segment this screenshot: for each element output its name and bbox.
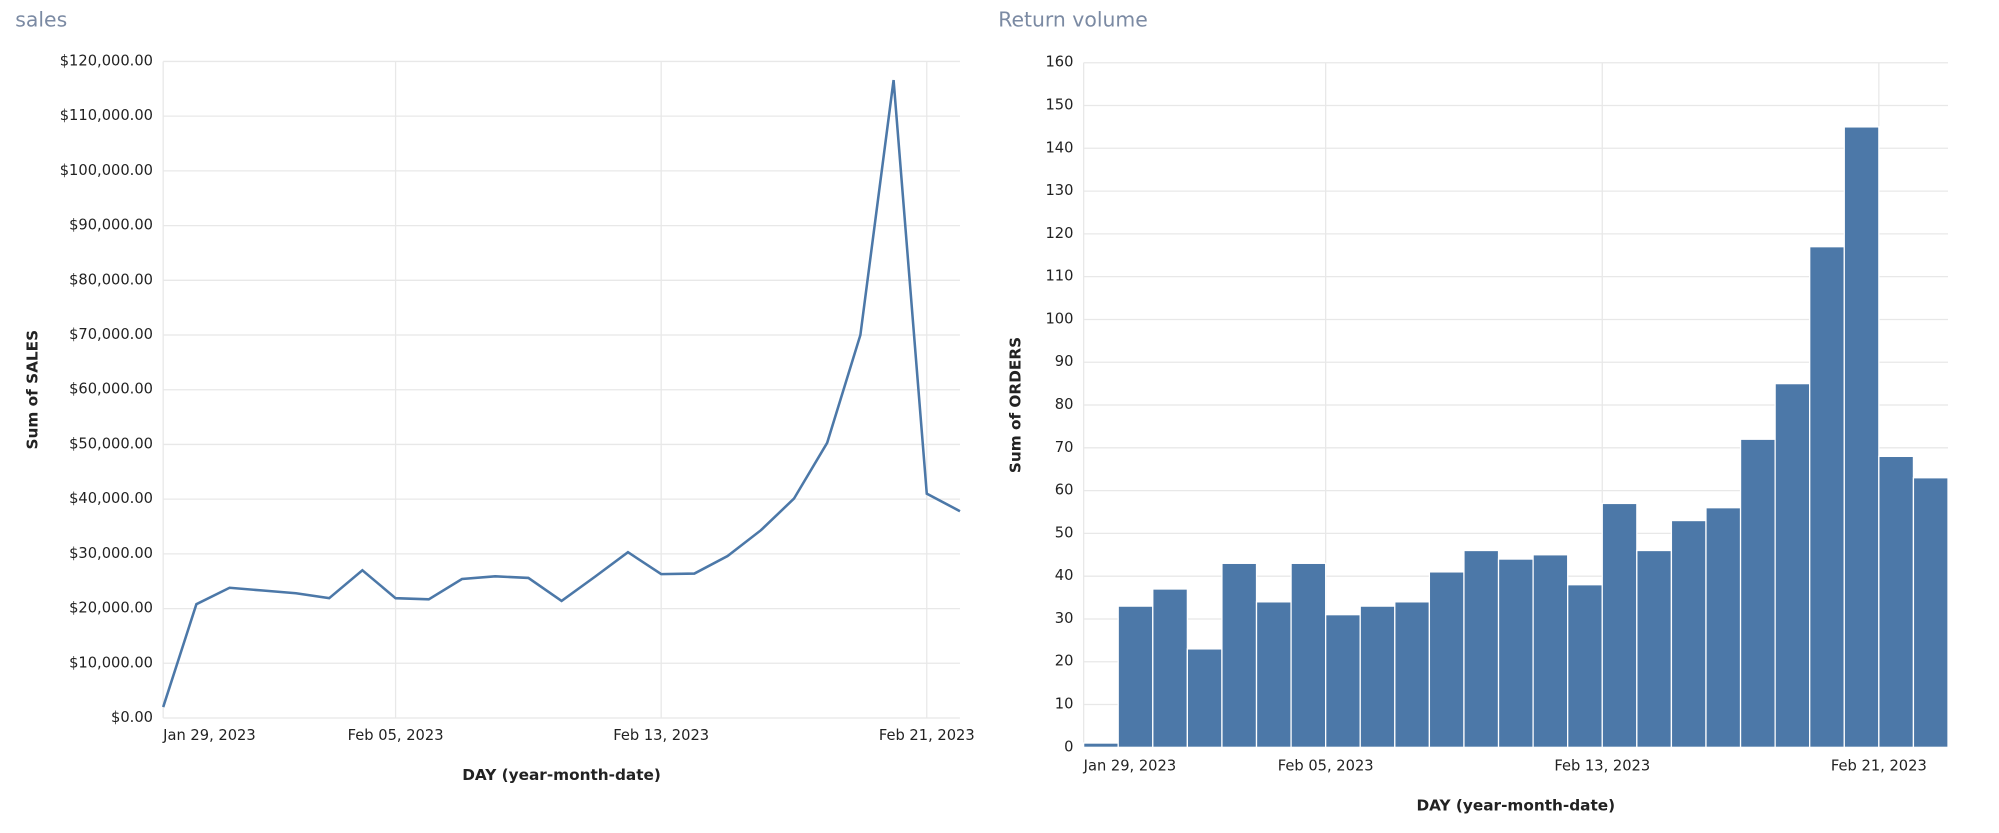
y-tick-label: $80,000.00: [69, 271, 153, 288]
y-tick-label: $100,000.00: [60, 162, 153, 179]
bar: [1255, 601, 1292, 748]
x-tick-label: Feb 05, 2023: [348, 727, 444, 744]
y-tick-label: 80: [1055, 396, 1074, 413]
bar: [1809, 246, 1845, 748]
y-tick-label: 100: [1045, 310, 1073, 327]
bar: [1394, 601, 1431, 748]
bar: [1532, 554, 1569, 748]
y-tick-label: 20: [1055, 653, 1074, 670]
x-axis-title: DAY (year-month-date): [1416, 796, 1615, 814]
y-tick-label: 150: [1045, 97, 1073, 114]
y-tick-label: $60,000.00: [69, 381, 153, 398]
y-tick-label: 120: [1045, 225, 1073, 242]
bar: [1497, 558, 1534, 748]
y-tick-label: $90,000.00: [69, 217, 153, 234]
y-tick-label: 30: [1055, 610, 1074, 627]
y-axis-title: Sum of SALES: [24, 330, 42, 450]
bar: [1290, 562, 1327, 748]
bar: [1567, 584, 1603, 748]
bar: [1186, 648, 1223, 748]
bar: [1878, 455, 1915, 748]
y-tick-label: 130: [1045, 182, 1073, 199]
y-tick-label: $70,000.00: [69, 326, 153, 343]
y-tick-label: $30,000.00: [69, 545, 153, 562]
bar: [1739, 438, 1776, 748]
bar: [1359, 605, 1396, 748]
x-tick-label: Feb 13, 2023: [613, 727, 709, 744]
x-tick-label: Feb 21, 2023: [879, 727, 975, 744]
y-tick-label: 160: [1045, 54, 1073, 71]
y-tick-label: $20,000.00: [69, 600, 153, 617]
y-tick-label: $40,000.00: [69, 490, 153, 507]
bar: [1152, 588, 1189, 748]
x-tick-label: Jan 29, 2023: [1083, 757, 1177, 774]
bar: [1601, 502, 1638, 748]
x-tick-label: Feb 05, 2023: [1278, 757, 1374, 774]
bar: [1912, 477, 1949, 748]
bar: [1083, 742, 1119, 748]
bar: [1221, 562, 1258, 748]
y-tick-label: 90: [1055, 353, 1074, 370]
bar: [1843, 126, 1880, 748]
chart-title: sales: [15, 8, 67, 32]
y-axis-title: Sum of ORDERS: [1007, 337, 1025, 473]
y-tick-label: $10,000.00: [69, 654, 153, 671]
bar: [1428, 571, 1465, 748]
x-axis-title: DAY (year-month-date): [462, 766, 661, 784]
y-tick-label: 50: [1055, 524, 1074, 541]
y-tick-label: 110: [1045, 268, 1073, 285]
sales-line: [161, 79, 961, 708]
bar: [1670, 519, 1707, 748]
bar: [1463, 549, 1500, 748]
bar: [1117, 605, 1154, 748]
bar: [1325, 614, 1361, 748]
y-tick-label: 70: [1055, 439, 1074, 456]
y-tick-label: $0.00: [111, 709, 153, 726]
chart-title: Return volume: [998, 8, 1148, 32]
y-tick-label: 0: [1064, 738, 1073, 755]
bar: [1774, 382, 1811, 748]
x-tick-label: Jan 29, 2023: [162, 727, 256, 744]
y-tick-label: $50,000.00: [69, 435, 153, 452]
bar: [1705, 507, 1742, 748]
y-tick-label: 40: [1055, 567, 1074, 584]
y-tick-label: 140: [1045, 139, 1073, 156]
x-tick-label: Feb 21, 2023: [1831, 757, 1927, 774]
bar: [1636, 549, 1673, 748]
x-tick-label: Feb 13, 2023: [1554, 757, 1650, 774]
y-tick-label: $110,000.00: [60, 107, 153, 124]
y-tick-label: 60: [1055, 482, 1074, 499]
y-tick-label: 10: [1055, 696, 1074, 713]
y-tick-label: $120,000.00: [60, 52, 153, 69]
